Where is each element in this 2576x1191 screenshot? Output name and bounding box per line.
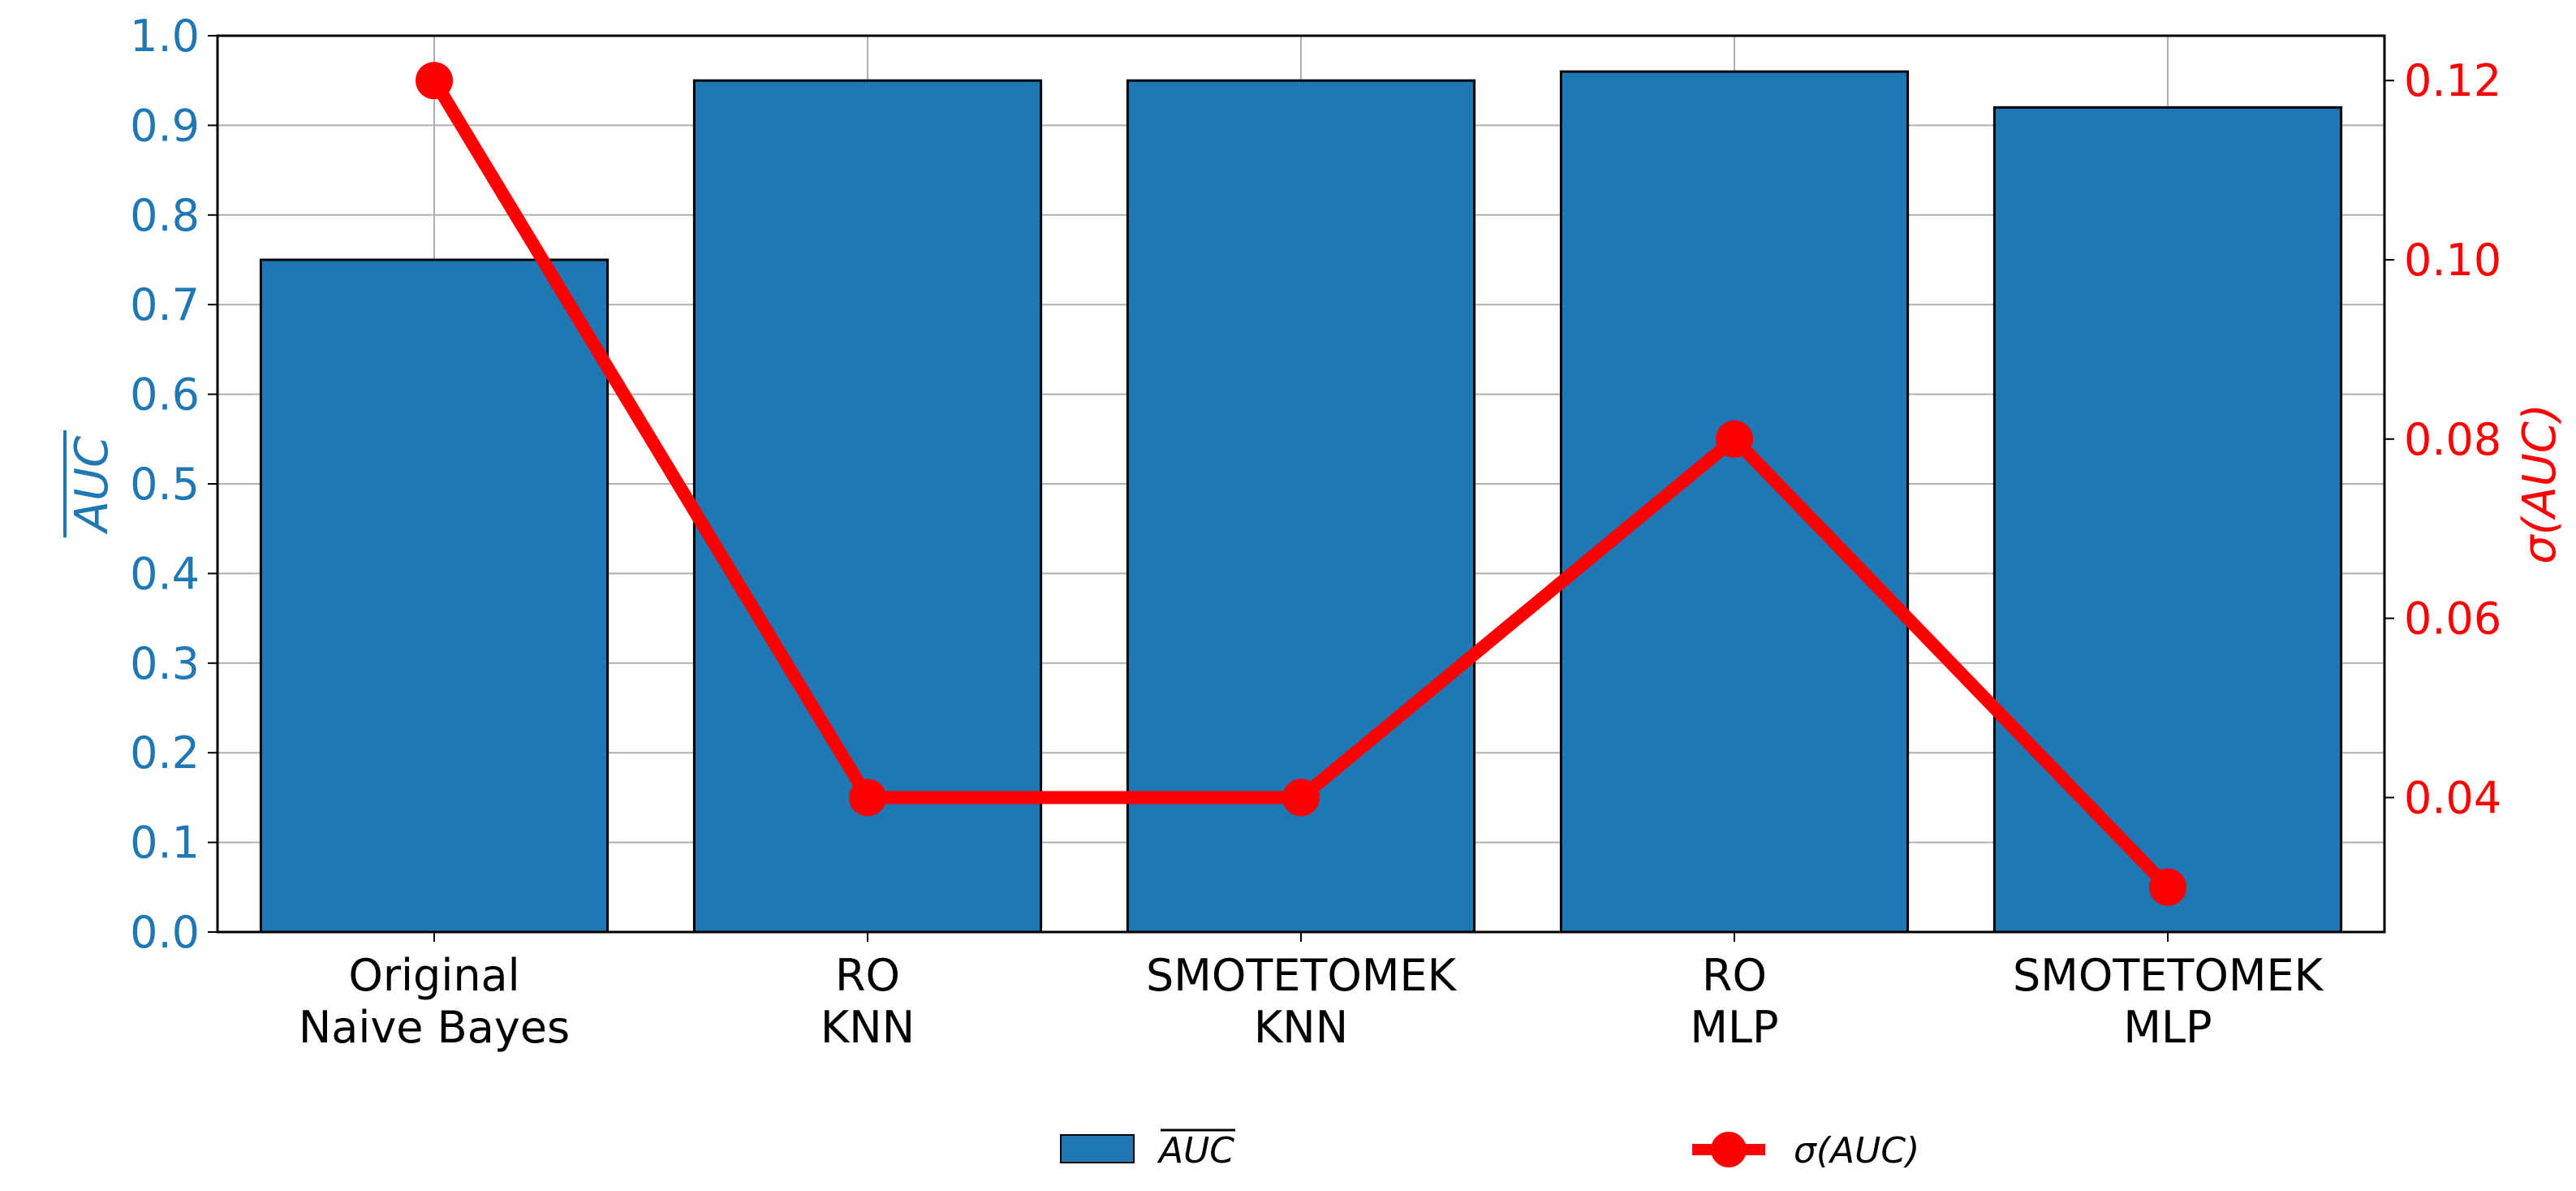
tick-label-left: 0.2 <box>130 727 200 779</box>
tick-label-left: 0.0 <box>130 907 200 958</box>
tick-label-left: 0.8 <box>130 190 200 241</box>
line-point <box>1282 779 1320 817</box>
legend-marker-sigma-auc <box>1711 1132 1747 1167</box>
tick-label-left: 0.9 <box>130 100 200 151</box>
tick-label-left: 0.3 <box>130 638 200 689</box>
line-series <box>416 62 2186 906</box>
y-axis-label-left: AUC <box>66 436 118 534</box>
tick-label-x: SMOTETOMEK <box>1146 950 1458 1001</box>
tick-label-left: 0.1 <box>130 818 200 869</box>
tick-label-left: 0.5 <box>130 459 200 510</box>
legend-label-sigma-auc: σ(AUC) <box>1794 1130 1919 1172</box>
axis-labels: AUC σ(AUC) <box>63 403 2566 564</box>
tick-label-left: 0.4 <box>130 548 200 599</box>
tick-label-x: MLP <box>2123 1002 2212 1053</box>
tick-label-left: 0.7 <box>130 279 200 330</box>
tick-label-left: 1.0 <box>130 11 200 62</box>
legend-label-auc: AUC <box>1157 1130 1234 1172</box>
line-point <box>2149 868 2186 906</box>
tick-label-x: RO <box>835 950 900 1001</box>
legend: AUC σ(AUC) <box>1060 1128 1919 1172</box>
tick-label-x: RO <box>1702 950 1767 1001</box>
tick-label-x: KNN <box>821 1002 915 1053</box>
line-point <box>849 779 886 817</box>
tick-label-left: 0.6 <box>130 369 200 421</box>
line-point <box>416 62 453 100</box>
y-axis-label-right: σ(AUC) <box>2514 403 2566 564</box>
tick-label-right: 0.04 <box>2404 772 2501 823</box>
tick-label-x: MLP <box>1690 1002 1778 1053</box>
tick-labels: 0.0 0.1 0.2 0.3 0.4 0.5 0.6 0.7 0.8 0.9 1.0 Origina… <box>130 11 2501 1053</box>
tick-label-right: 0.12 <box>2404 55 2501 106</box>
line-point <box>1716 420 1753 458</box>
tick-label-right: 0.06 <box>2404 593 2501 645</box>
tick-label-x: KNN <box>1254 1002 1348 1053</box>
bar <box>259 258 610 934</box>
tick-label-right: 0.10 <box>2404 235 2501 286</box>
tick-label-x: Original <box>348 950 519 1001</box>
tick-label-right: 0.08 <box>2404 414 2501 465</box>
bar <box>1992 106 2343 934</box>
tick-label-x: SMOTETOMEK <box>2013 950 2324 1001</box>
legend-swatch-auc <box>1060 1134 1135 1163</box>
bar <box>1559 70 1910 934</box>
bar-series <box>259 70 2343 934</box>
tick-label-x: Naive Bayes <box>299 1002 570 1053</box>
